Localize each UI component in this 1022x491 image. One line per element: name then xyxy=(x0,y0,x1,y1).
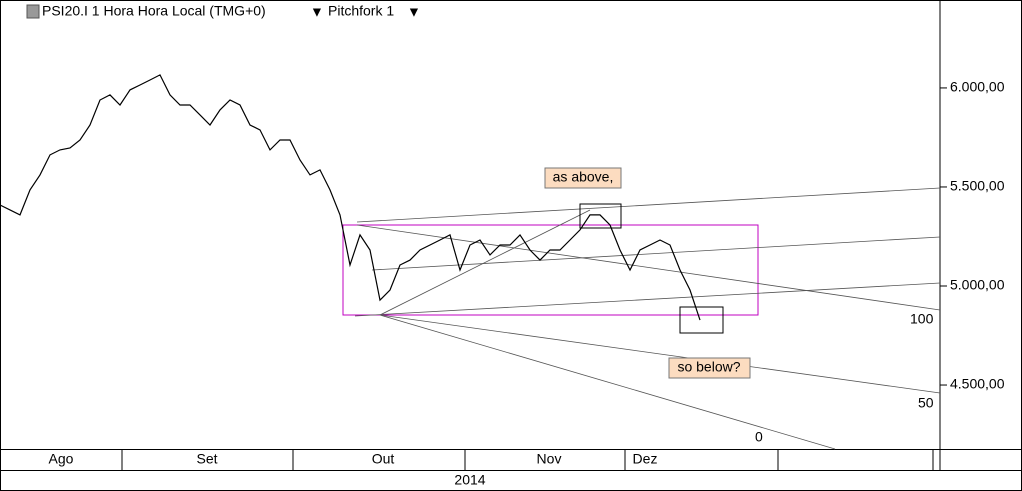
tool-name: Pitchfork 1 xyxy=(328,3,394,19)
year-label: 2014 xyxy=(454,472,485,488)
y-tick-label: 5.000,00 xyxy=(950,277,1005,293)
symbol-icon[interactable] xyxy=(26,4,40,19)
annotation-box xyxy=(668,357,751,379)
annotation: so below? xyxy=(677,359,740,375)
x-tick-label: Set xyxy=(196,451,217,467)
dropdown-arrow[interactable]: ▼ xyxy=(310,4,324,20)
price-line xyxy=(0,74,701,321)
x-tick-label: Dez xyxy=(633,451,658,467)
fork-level: 100 xyxy=(910,311,934,327)
pitchfork xyxy=(342,187,941,450)
dropdown-arrow[interactable]: ▼ xyxy=(407,4,421,20)
y-tick-label: 4.500,00 xyxy=(950,376,1005,392)
x-tick-label: Nov xyxy=(537,451,562,467)
x-tick-label: Out xyxy=(372,451,395,467)
x-separators xyxy=(121,449,934,470)
y-tick-label: 6.000,00 xyxy=(950,79,1005,95)
x-tick-label: Ago xyxy=(49,451,74,467)
annotation: as above, xyxy=(553,169,614,185)
y-tick-label: 5.500,00 xyxy=(950,178,1005,194)
fork-level: 0 xyxy=(755,429,763,445)
annotation-box xyxy=(544,167,622,189)
fork-level: 50 xyxy=(918,395,934,411)
chart-title: PSI20.I 1 Hora Hora Local (TMG+0) xyxy=(42,3,266,19)
